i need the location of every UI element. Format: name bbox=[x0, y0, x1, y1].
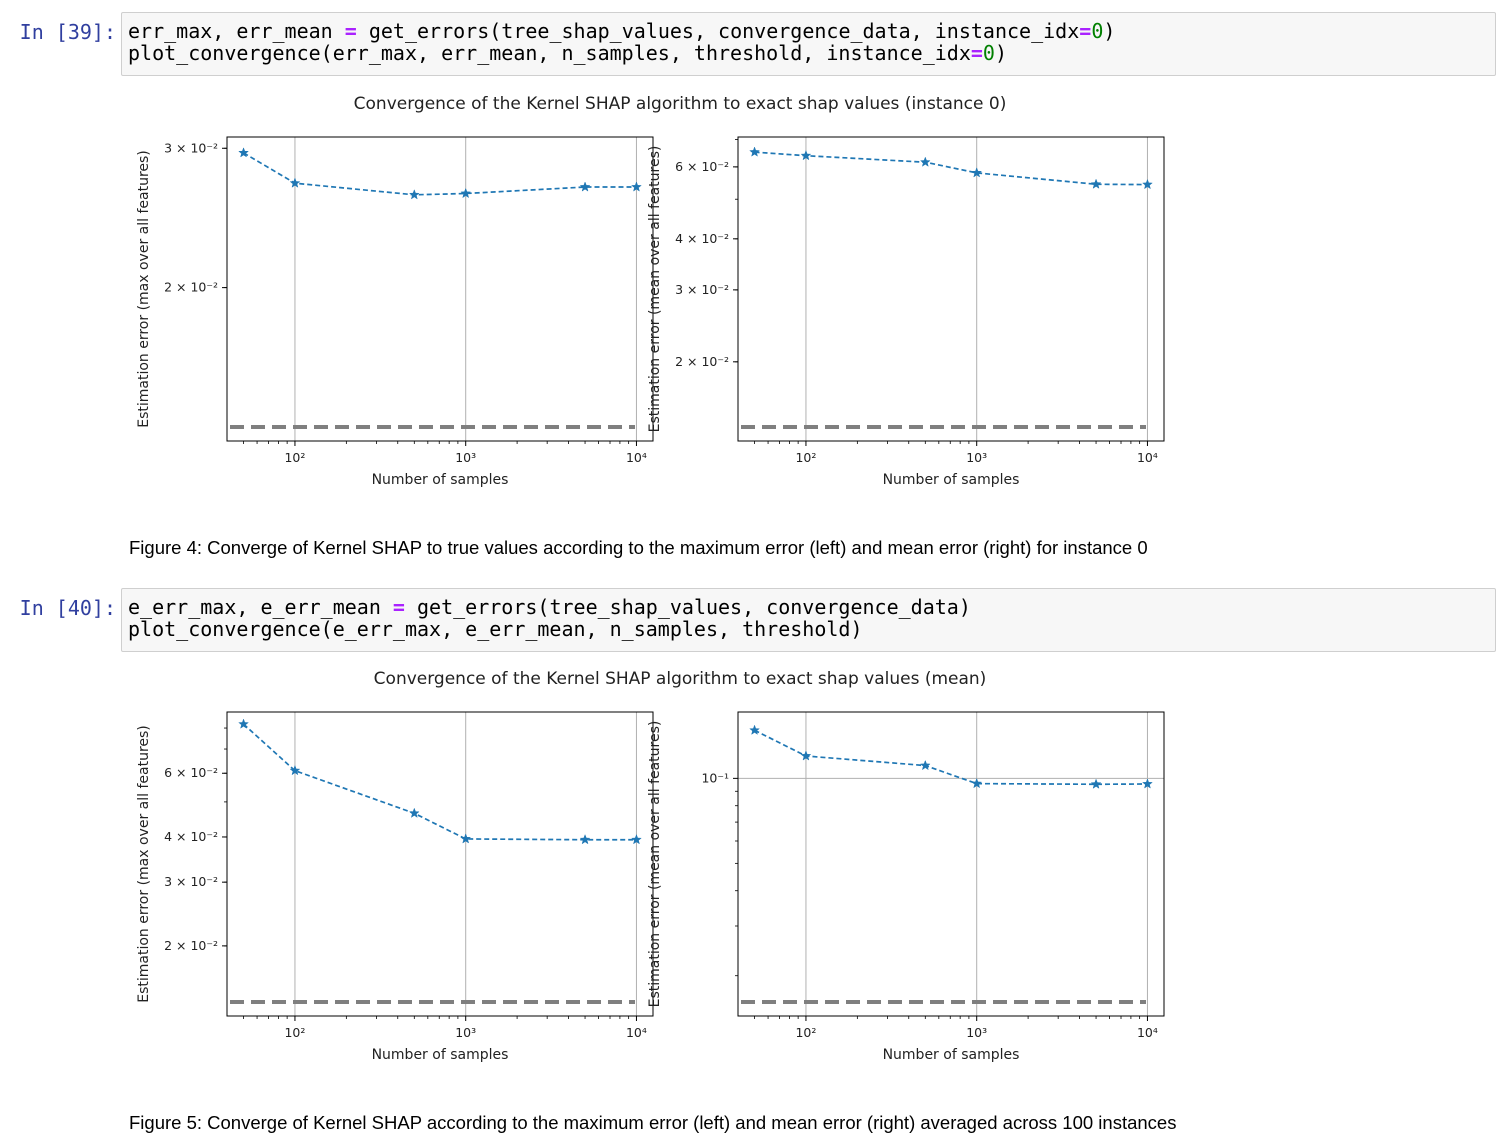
subplot-left: 10² 10³ 10⁴ 2 × 10⁻² 3 × 10⁻² 4 × 10⁻² 6 × 10⁻… bbox=[136, 711, 654, 1063]
data-point bbox=[631, 834, 642, 845]
code-line: err_max, err_mean = get_errors(tree_shap… bbox=[128, 20, 1489, 42]
data-point bbox=[289, 177, 301, 188]
x-tick-label: 10² bbox=[795, 1025, 816, 1040]
figure: Convergence of the Kernel SHAP algorithm… bbox=[136, 669, 1165, 1063]
x-tick-label: 10⁴ bbox=[1137, 450, 1158, 465]
y-tick-label: 4 × 10⁻² bbox=[675, 231, 729, 246]
data-point bbox=[408, 807, 420, 818]
y-tick-label: 10⁻¹ bbox=[701, 770, 729, 785]
y-tick-label: 6 × 10⁻² bbox=[164, 765, 218, 780]
figure-title: Convergence of the Kernel SHAP algorithm… bbox=[354, 94, 1007, 114]
data-point bbox=[749, 724, 760, 735]
x-tick-label: 10⁴ bbox=[1137, 1025, 1158, 1040]
code-token: = bbox=[344, 19, 357, 43]
code-token: get_errors(tree_shap_values, convergence… bbox=[404, 595, 971, 619]
y-tick-label: 6 × 10⁻² bbox=[675, 159, 729, 174]
code-token: 0 bbox=[1091, 19, 1104, 43]
code-line: e_err_max, e_err_mean = get_errors(tree_… bbox=[128, 596, 1489, 618]
code-token: = bbox=[1079, 19, 1092, 43]
code-token: ) bbox=[1103, 19, 1116, 43]
x-tick-label: 10³ bbox=[966, 1025, 987, 1040]
data-point bbox=[971, 167, 983, 178]
y-axis-label: Estimation error (max over all features) bbox=[136, 725, 152, 1003]
x-tick-label: 10³ bbox=[455, 1025, 476, 1040]
x-tick-label: 10² bbox=[795, 450, 816, 465]
code-token: = bbox=[970, 41, 983, 65]
subplot-left: 10² 10³ 10⁴ 2 × 10⁻² 3 × 10⁻² Number of sampl… bbox=[136, 136, 654, 488]
code-line: plot_convergence(e_err_max, e_err_mean, … bbox=[128, 618, 1489, 640]
code-token: err_max, err_mean bbox=[128, 19, 345, 43]
figure-title: Convergence of the Kernel SHAP algorithm… bbox=[374, 669, 987, 689]
x-axis-label: Number of samples bbox=[883, 1047, 1020, 1063]
data-point bbox=[800, 750, 812, 761]
code-token: ) bbox=[994, 41, 1008, 65]
figure-caption: Figure 5: Converge of Kernel SHAP accord… bbox=[129, 1112, 1177, 1133]
code-token: e_err_max, e_err_mean bbox=[128, 595, 393, 619]
data-point bbox=[631, 181, 642, 192]
data-point bbox=[238, 147, 249, 158]
y-tick-label: 3 × 10⁻² bbox=[675, 282, 729, 297]
y-tick-label: 2 × 10⁻² bbox=[675, 354, 729, 369]
figure-caption: Figure 4: Converge of Kernel SHAP to tru… bbox=[129, 537, 1148, 558]
data-point bbox=[238, 718, 249, 729]
series-line bbox=[242, 723, 637, 841]
code-line: plot_convergence(err_max, err_mean, n_sa… bbox=[128, 42, 1489, 64]
x-tick-label: 10⁴ bbox=[626, 1025, 647, 1040]
axes-frame bbox=[226, 711, 654, 1017]
x-axis-label: Number of samples bbox=[372, 1047, 509, 1063]
data-point bbox=[971, 777, 983, 789]
x-tick-label: 10³ bbox=[455, 450, 476, 465]
code-token: get_errors(tree_shap_values, convergence… bbox=[356, 19, 1080, 43]
cell-prompt: In [39]: bbox=[19, 20, 116, 44]
cell-prompt: In [40]: bbox=[19, 596, 116, 620]
code-token: plot_convergence(err_max, err_mean, n_sa… bbox=[128, 41, 971, 65]
subplot-right: 10² 10³ 10⁴ 2 × 10⁻² 3 × 10⁻² 4 × 10⁻² 6 × 10⁻… bbox=[647, 136, 1165, 488]
subplot-right: 10² 10³ 10⁴ 10⁻¹ Number of samples Estimation… bbox=[647, 711, 1165, 1063]
x-tick-label: 10² bbox=[284, 450, 305, 465]
axes-frame bbox=[737, 711, 1165, 1017]
series-line bbox=[754, 151, 1148, 186]
y-tick-label: 4 × 10⁻² bbox=[164, 829, 218, 844]
data-point bbox=[408, 189, 420, 200]
y-axis-label: Estimation error (mean over all features… bbox=[647, 146, 663, 433]
code-token: = bbox=[392, 595, 405, 619]
data-point bbox=[749, 146, 760, 157]
data-point bbox=[289, 764, 301, 776]
y-tick-label: 3 × 10⁻² bbox=[164, 874, 218, 889]
data-point bbox=[579, 181, 591, 192]
x-axis-label: Number of samples bbox=[372, 472, 509, 488]
series-line bbox=[754, 729, 1148, 786]
data-point bbox=[1090, 178, 1102, 189]
x-tick-label: 10⁴ bbox=[626, 450, 647, 465]
data-point bbox=[460, 187, 472, 199]
y-tick-label: 2 × 10⁻² bbox=[164, 938, 218, 953]
data-point bbox=[919, 759, 931, 771]
code-token: 0 bbox=[982, 41, 995, 65]
x-tick-label: 10³ bbox=[966, 450, 987, 465]
data-point bbox=[1142, 778, 1153, 789]
axes-frame bbox=[737, 136, 1165, 442]
y-tick-label: 2 × 10⁻² bbox=[164, 280, 218, 295]
x-tick-label: 10² bbox=[284, 1025, 305, 1040]
data-point bbox=[1090, 778, 1102, 789]
data-point bbox=[579, 834, 591, 845]
y-tick-label: 3 × 10⁻² bbox=[164, 140, 218, 155]
code-token: plot_convergence(e_err_max, e_err_mean, … bbox=[128, 617, 863, 641]
y-axis-label: Estimation error (max over all features) bbox=[136, 150, 152, 428]
data-point bbox=[1142, 178, 1153, 190]
data-point bbox=[460, 833, 472, 844]
x-axis-label: Number of samples bbox=[883, 472, 1020, 488]
data-point bbox=[919, 156, 931, 167]
y-axis-label: Estimation error (mean over all features… bbox=[647, 721, 663, 1008]
figure: Convergence of the Kernel SHAP algorithm… bbox=[136, 94, 1165, 488]
series-line bbox=[243, 152, 637, 196]
data-point bbox=[800, 149, 812, 161]
code-cell[interactable]: e_err_max, e_err_mean = get_errors(tree_… bbox=[121, 588, 1496, 652]
axes-frame bbox=[226, 136, 654, 442]
code-cell[interactable]: err_max, err_mean = get_errors(tree_shap… bbox=[121, 12, 1496, 76]
